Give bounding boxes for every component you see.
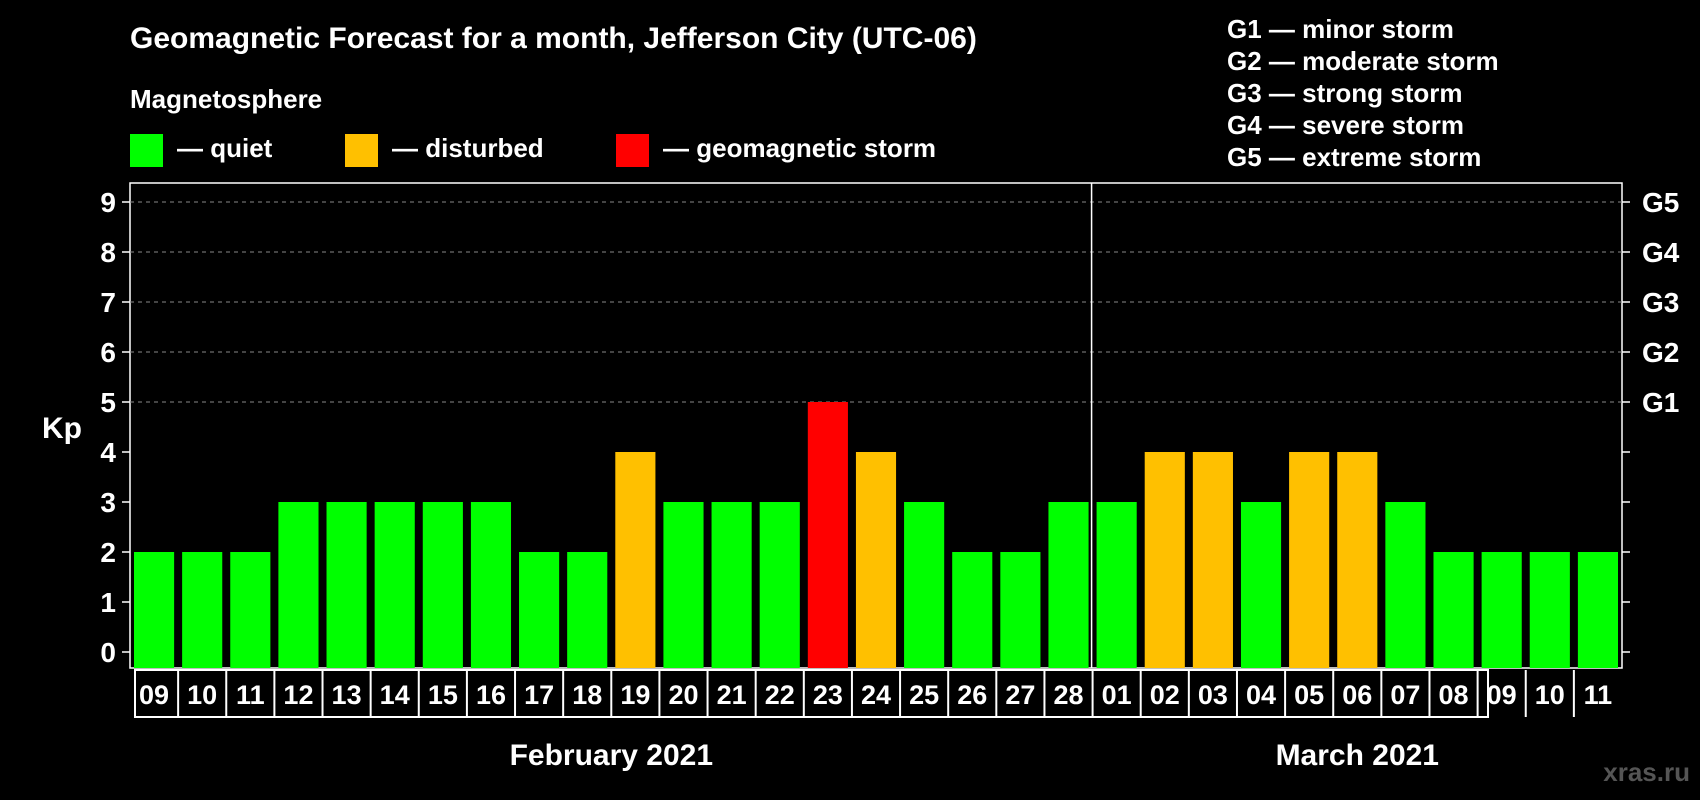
g-scale-label: G1 [1642, 387, 1679, 418]
day-label: 09 [139, 680, 169, 710]
legend-swatch-quiet [130, 134, 163, 167]
bar [1385, 502, 1426, 668]
bar [470, 502, 512, 668]
day-label: 22 [765, 680, 795, 710]
bar [1337, 452, 1378, 668]
day-label: 06 [1342, 680, 1372, 710]
month-label-february: February 2021 [510, 739, 713, 772]
bar [615, 452, 656, 668]
bar [711, 502, 752, 668]
day-label: 10 [1535, 680, 1565, 710]
bar [1481, 552, 1522, 668]
g-level-4: G4 — severe storm [1227, 110, 1464, 140]
day-label: 12 [283, 680, 313, 710]
bar [759, 502, 800, 668]
y-tick-label: 2 [100, 537, 116, 568]
bar [1000, 552, 1041, 668]
bar [374, 502, 415, 668]
day-label: 04 [1246, 680, 1276, 710]
day-label: 10 [187, 680, 217, 710]
g-level-legend: G1 — minor storm G2 — moderate storm G3 … [1227, 14, 1499, 172]
bar [855, 452, 897, 668]
y-tick-label: 7 [100, 287, 116, 318]
bar [230, 552, 271, 668]
day-label: 18 [572, 680, 602, 710]
bar [807, 402, 848, 668]
bar [1529, 552, 1570, 668]
bar [519, 552, 560, 668]
legend: — quiet — disturbed — geomagnetic storm [130, 133, 936, 167]
bar [182, 552, 223, 668]
y-tick-label: 0 [100, 637, 116, 668]
bar [1144, 452, 1185, 668]
day-label: 19 [620, 680, 650, 710]
bar [1577, 552, 1618, 668]
day-label: 02 [1150, 680, 1180, 710]
y-tick-label: 9 [100, 187, 116, 218]
day-label: 05 [1294, 680, 1324, 710]
day-label: 21 [717, 680, 747, 710]
day-label: 03 [1198, 680, 1228, 710]
g-scale-label: G3 [1642, 287, 1679, 318]
g-scale-label: G2 [1642, 337, 1679, 368]
day-label: 14 [380, 680, 410, 710]
day-label: 07 [1390, 680, 1420, 710]
bar [1433, 552, 1474, 668]
y-tick-label: 6 [100, 337, 116, 368]
bar [1192, 452, 1233, 668]
g-level-5: G5 — extreme storm [1227, 142, 1481, 172]
y-tick-label: 8 [100, 237, 116, 268]
g-level-3: G3 — strong storm [1227, 78, 1462, 108]
bar [1240, 502, 1282, 668]
bar [1096, 502, 1137, 668]
legend-label-storm: — geomagnetic storm [663, 133, 936, 163]
y-tick-label: 4 [100, 437, 116, 468]
chart-subtitle: Magnetosphere [130, 84, 322, 114]
day-label: 27 [1005, 680, 1035, 710]
day-row-frame [134, 669, 1489, 718]
day-label: 23 [813, 680, 843, 710]
legend-swatch-disturbed [345, 134, 378, 167]
day-label: 17 [524, 680, 554, 710]
y-axis-label: Kp [42, 412, 82, 445]
day-label: 15 [428, 680, 458, 710]
day-label: 25 [909, 680, 939, 710]
day-label: 11 [1584, 680, 1613, 710]
bar [904, 502, 945, 668]
bar [326, 502, 367, 668]
day-label: 11 [236, 680, 265, 710]
bar [1048, 502, 1089, 668]
g-scale-label: G5 [1642, 187, 1679, 218]
bar [278, 502, 319, 668]
day-label: 13 [332, 680, 362, 710]
day-label: 09 [1487, 680, 1517, 710]
day-label: 08 [1439, 680, 1469, 710]
legend-label-disturbed: — disturbed [392, 133, 544, 163]
day-label: 20 [668, 680, 698, 710]
y-tick-label: 5 [100, 387, 116, 418]
bar [952, 552, 993, 668]
bar [1289, 452, 1330, 668]
legend-label-quiet: — quiet [177, 133, 273, 163]
watermark: xras.ru [1603, 757, 1690, 787]
day-label: 24 [861, 680, 891, 710]
bar [422, 502, 463, 668]
g-level-1: G1 — minor storm [1227, 14, 1454, 44]
day-label: 26 [957, 680, 987, 710]
y-tick-label: 3 [100, 487, 116, 518]
bar [567, 552, 608, 668]
month-label-march: March 2021 [1276, 739, 1439, 772]
g-level-2: G2 — moderate storm [1227, 46, 1499, 76]
day-label: 16 [476, 680, 506, 710]
legend-swatch-storm [616, 134, 649, 167]
chart-title: Geomagnetic Forecast for a month, Jeffer… [130, 22, 977, 55]
bar [663, 502, 704, 668]
day-label: 28 [1053, 680, 1083, 710]
g-scale-label: G4 [1642, 237, 1680, 268]
day-label: 01 [1102, 680, 1132, 710]
bar [134, 552, 175, 668]
y-tick-label: 1 [100, 587, 116, 618]
